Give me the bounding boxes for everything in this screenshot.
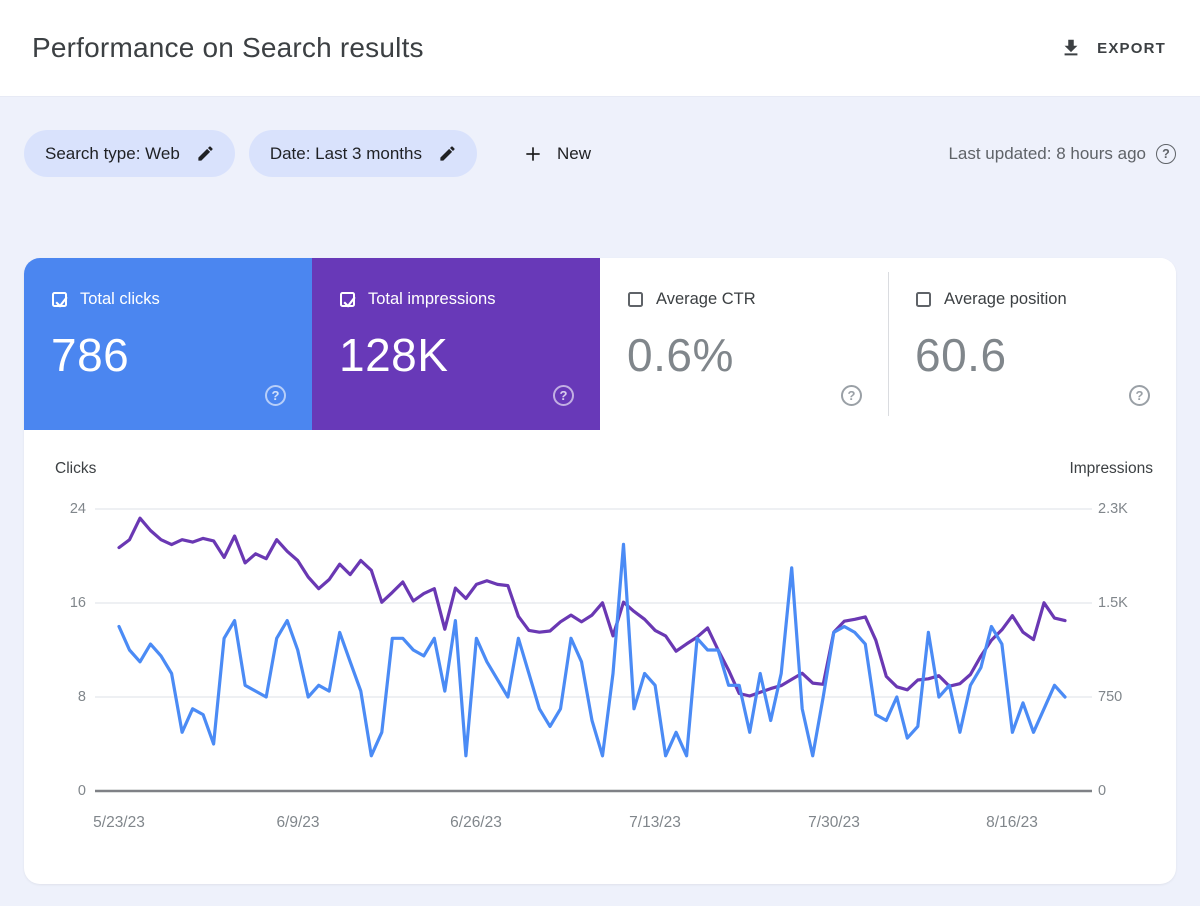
metric-value: 60.6 — [915, 329, 1007, 381]
help-icon[interactable]: ? — [553, 385, 574, 406]
checkbox-checked-icon[interactable] — [340, 292, 356, 308]
right-axis-title: Impressions — [1069, 460, 1153, 477]
date-range-chip[interactable]: Date: Last 3 months — [248, 130, 477, 177]
x-date-label: 7/13/23 — [629, 814, 681, 831]
metric-card-total-impressions[interactable]: Total impressions 128K ? — [312, 258, 600, 430]
metric-check-row: Average CTR — [628, 290, 756, 309]
performance-chart: Clicks Impressions 24 16 8 0 2.3K 1.5K 7… — [24, 430, 1176, 884]
plus-icon — [526, 146, 540, 161]
metric-value: 128K — [339, 329, 449, 381]
help-icon[interactable]: ? — [1156, 143, 1176, 164]
search-type-chip[interactable]: Search type: Web — [24, 130, 235, 177]
x-date-label: 7/30/23 — [808, 814, 860, 831]
new-filter-button[interactable]: New — [523, 144, 591, 164]
right-tick: 2.3K — [1098, 501, 1128, 517]
edit-pencil-icon — [440, 146, 455, 161]
right-tick: 1.5K — [1098, 595, 1128, 611]
last-updated-text: Last updated: 8 hours ago — [948, 143, 1146, 163]
right-tick: 0 — [1098, 783, 1107, 799]
right-tick: 750 — [1098, 689, 1123, 705]
metric-check-row: Total clicks — [52, 290, 160, 309]
metric-cards-row: Total clicks 786 ? Total impressions 128… — [24, 258, 1176, 430]
metric-label: Total clicks — [80, 290, 160, 308]
clicks-line — [117, 542, 1067, 758]
last-updated: Last updated: 8 hours ago ? — [948, 143, 1176, 164]
header: Performance on Search results EXPORT — [0, 0, 1200, 97]
new-filter-label: New — [556, 143, 591, 163]
impressions-line — [117, 516, 1067, 698]
checkbox-checked-icon[interactable] — [52, 292, 68, 308]
metric-card-total-clicks[interactable]: Total clicks 786 ? — [24, 258, 312, 430]
x-date-label: 6/9/23 — [276, 814, 320, 831]
checkbox-unchecked-icon[interactable] — [628, 292, 643, 307]
left-tick: 16 — [69, 595, 86, 611]
help-icon[interactable]: ? — [265, 385, 286, 406]
metric-value: 786 — [51, 329, 130, 381]
metric-label: Average position — [944, 290, 1067, 308]
chart-plot-area[interactable] — [24, 430, 1176, 884]
filter-bar: Search type: Web Date: Last 3 months New… — [0, 97, 1200, 177]
checkmark-icon — [343, 296, 356, 308]
help-icon[interactable]: ? — [841, 385, 862, 406]
left-tick: 0 — [77, 783, 86, 799]
x-date-label: 8/16/23 — [986, 814, 1038, 831]
page-title: Performance on Search results — [32, 32, 424, 63]
metric-check-row: Average position — [916, 290, 1067, 309]
metric-label: Average CTR — [656, 290, 756, 308]
metric-label: Total impressions — [368, 290, 496, 308]
export-label: EXPORT — [1097, 39, 1166, 57]
download-icon — [1064, 39, 1078, 56]
metric-value: 0.6% — [627, 329, 734, 381]
left-tick: 24 — [69, 501, 86, 517]
date-range-chip-label: Date: Last 3 months — [269, 143, 422, 163]
metric-check-row: Total impressions — [340, 290, 495, 309]
x-date-label: 6/26/23 — [450, 814, 502, 831]
x-date-label: 5/23/23 — [93, 814, 145, 831]
help-icon[interactable]: ? — [1129, 385, 1150, 406]
checkbox-unchecked-icon[interactable] — [916, 292, 931, 307]
metric-card-average-position[interactable]: Average position 60.6 ? — [888, 258, 1176, 430]
export-button[interactable]: EXPORT — [1060, 37, 1166, 59]
checkmark-icon — [55, 296, 68, 308]
left-axis-title: Clicks — [55, 460, 97, 477]
metric-card-average-ctr[interactable]: Average CTR 0.6% ? — [600, 258, 888, 430]
edit-pencil-icon — [198, 146, 213, 161]
left-tick: 8 — [77, 689, 86, 705]
performance-panel: Total clicks 786 ? Total impressions 128… — [24, 258, 1176, 884]
search-type-chip-label: Search type: Web — [45, 143, 180, 163]
